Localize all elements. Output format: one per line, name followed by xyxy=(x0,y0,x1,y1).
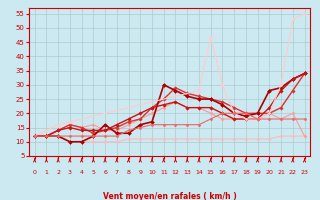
X-axis label: Vent moyen/en rafales ( km/h ): Vent moyen/en rafales ( km/h ) xyxy=(103,192,236,200)
